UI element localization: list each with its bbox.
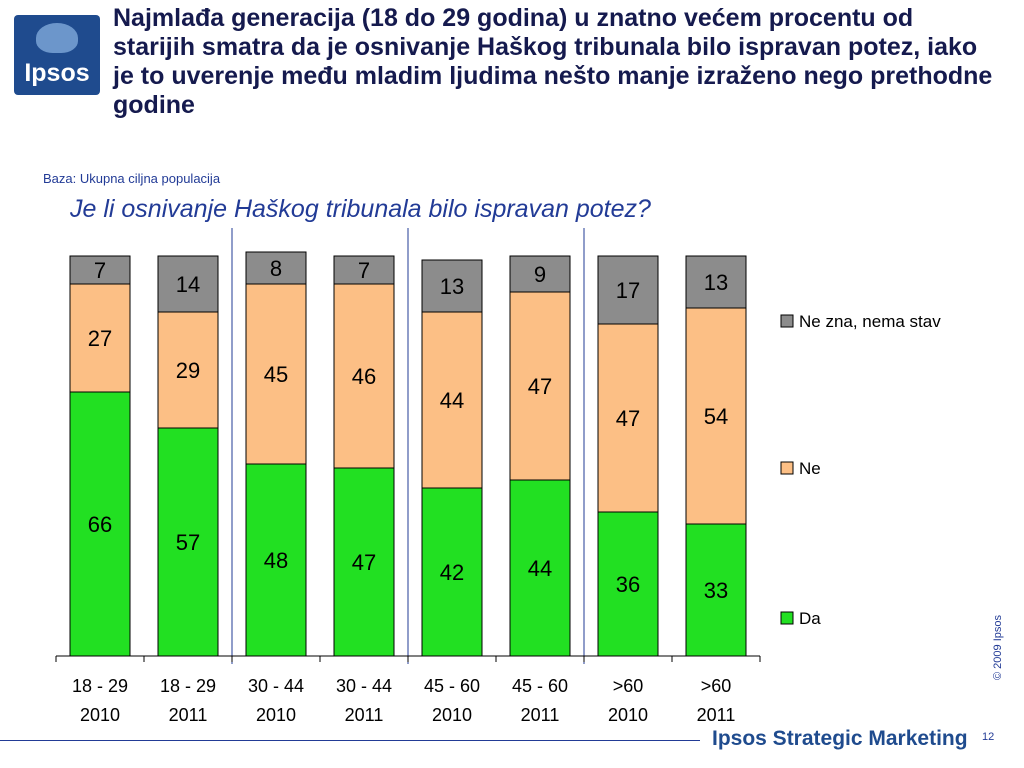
data-label: 9 xyxy=(534,262,546,287)
data-label: 7 xyxy=(94,258,106,283)
x-tick-label: 2011 xyxy=(169,705,208,725)
bar-da-1 xyxy=(69,391,131,657)
legend-label: Ne zna, nema stav xyxy=(799,312,941,331)
x-tick-label: >60 xyxy=(613,676,644,696)
bar-da-3 xyxy=(245,463,307,657)
bar-ne-zna-8 xyxy=(685,255,747,309)
data-label: 13 xyxy=(440,274,464,299)
bar-ne-zna-3 xyxy=(245,251,307,285)
page-number: 12 xyxy=(982,731,995,743)
data-label: 7 xyxy=(358,258,370,283)
bar-ne-1 xyxy=(69,283,131,393)
ipsos-logo-mark-icon xyxy=(36,23,78,53)
data-label: 45 xyxy=(264,362,288,387)
data-label: 33 xyxy=(704,578,728,603)
bar-ne-5 xyxy=(421,311,483,489)
x-tick-label: 45 - 60 xyxy=(424,676,480,696)
bar-ne-zna-7 xyxy=(597,255,659,325)
x-tick-label: 30 - 44 xyxy=(248,676,304,696)
slide-title: Najmlađa generacija (18 do 29 godina) u … xyxy=(113,4,993,119)
data-label: 47 xyxy=(616,406,640,431)
data-label: 47 xyxy=(352,550,376,575)
data-label: 42 xyxy=(440,560,464,585)
x-tick-label: 2011 xyxy=(345,705,384,725)
x-tick-label: 2011 xyxy=(697,705,736,725)
bar-ne-6 xyxy=(509,291,571,481)
bar-ne-3 xyxy=(245,283,307,465)
bar-ne-zna-6 xyxy=(509,255,571,293)
data-label: 47 xyxy=(528,374,552,399)
bar-da-6 xyxy=(509,479,571,657)
bar-da-7 xyxy=(597,511,659,657)
x-tick-label: 30 - 44 xyxy=(336,676,392,696)
bar-ne-zna-4 xyxy=(333,255,395,285)
bar-ne-2 xyxy=(157,311,219,429)
x-tick-label: 18 - 29 xyxy=(72,676,128,696)
x-tick-label: 45 - 60 xyxy=(512,676,568,696)
bar-ne-7 xyxy=(597,323,659,513)
bar-da-5 xyxy=(421,487,483,657)
x-tick-label: >60 xyxy=(701,676,732,696)
bar-ne-8 xyxy=(685,307,747,525)
data-label: 44 xyxy=(440,388,464,413)
data-label: 29 xyxy=(176,358,200,383)
data-label: 54 xyxy=(704,404,728,429)
legend-label: Da xyxy=(799,609,821,628)
legend-label: Ne xyxy=(799,459,821,478)
data-label: 44 xyxy=(528,556,552,581)
x-tick-label: 2011 xyxy=(521,705,560,725)
bar-ne-zna-1 xyxy=(69,255,131,285)
x-tick-label: 2010 xyxy=(432,705,472,725)
data-label: 8 xyxy=(270,256,282,281)
logo-text: Ipsos xyxy=(24,59,90,87)
copyright-note: © 2009 Ipsos xyxy=(992,615,1004,680)
chart-question: Je li osnivanje Haškog tribunala bilo is… xyxy=(70,195,651,223)
bar-ne-4 xyxy=(333,283,395,469)
data-label: 14 xyxy=(176,272,200,297)
data-label: 27 xyxy=(88,326,112,351)
data-label: 66 xyxy=(88,512,112,537)
data-label: 46 xyxy=(352,364,376,389)
data-label: 13 xyxy=(704,270,728,295)
legend-swatch xyxy=(780,314,794,328)
x-tick-label: 2010 xyxy=(608,705,648,725)
base-note: Baza: Ukupna ciljna populacija xyxy=(43,171,221,186)
x-tick-label: 2010 xyxy=(80,705,120,725)
x-tick-label: 2010 xyxy=(256,705,296,725)
brand-name: Ipsos Strategic Marketing xyxy=(712,727,968,750)
ipsos-logo: Ipsos xyxy=(14,15,100,95)
data-label: 36 xyxy=(616,572,640,597)
footer-divider xyxy=(0,740,700,741)
bar-da-2 xyxy=(157,427,219,657)
bar-ne-zna-2 xyxy=(157,255,219,313)
legend-swatch xyxy=(780,611,794,625)
legend-swatch xyxy=(780,461,794,475)
data-label: 48 xyxy=(264,548,288,573)
data-label: 57 xyxy=(176,530,200,555)
bar-da-4 xyxy=(333,467,395,657)
data-label: 17 xyxy=(616,278,640,303)
x-tick-label: 18 - 29 xyxy=(160,676,216,696)
bar-ne-zna-5 xyxy=(421,259,483,313)
